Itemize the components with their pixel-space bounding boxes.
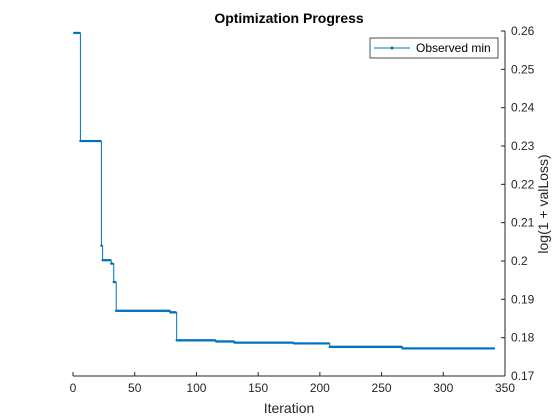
y-tick-label: 0.2 [511, 254, 528, 268]
y-tick-label: 0.23 [511, 139, 535, 153]
y-tick-label: 0.21 [511, 216, 535, 230]
data-point [108, 259, 112, 262]
data-point [327, 342, 330, 345]
x-axis-label: Iteration [264, 400, 315, 416]
x-tick-label: 150 [248, 381, 268, 395]
x-tick-label: 350 [495, 381, 515, 395]
y-tick-label: 0.19 [511, 292, 535, 306]
y-tick-label: 0.26 [511, 24, 535, 38]
y-tick-label: 0.18 [511, 331, 535, 345]
data-point [113, 280, 117, 284]
x-tick-label: 100 [186, 381, 206, 395]
y-axis-label: log(1 + valLoss) [535, 154, 551, 253]
y-tick-label: 0.25 [511, 62, 535, 76]
y-tick-label: 0.24 [511, 101, 535, 115]
y-tick-label: 0.17 [511, 369, 535, 383]
data-point [100, 244, 103, 247]
chart-title: Optimization Progress [214, 10, 364, 26]
x-tick-label: 300 [433, 381, 453, 395]
x-tick-label: 250 [372, 381, 392, 395]
plot-area [73, 31, 505, 376]
data-point [492, 347, 496, 350]
x-tick-label: 0 [70, 381, 77, 395]
y-tick-label: 0.22 [511, 177, 535, 191]
legend: Observed min [369, 37, 499, 59]
x-tick-label: 200 [310, 381, 330, 395]
legend-label: Observed min [416, 41, 491, 55]
data-point [174, 311, 177, 314]
legend-box [369, 37, 499, 59]
legend-marker [390, 46, 394, 50]
data-point [98, 139, 102, 143]
x-tick-label: 50 [128, 381, 142, 395]
data-point [111, 262, 114, 265]
data-point [77, 31, 81, 35]
